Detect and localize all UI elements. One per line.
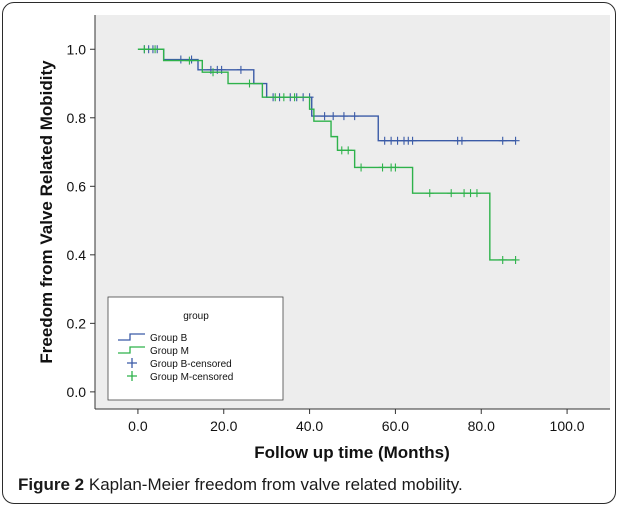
group-b-censored-mark	[457, 136, 466, 145]
series-layer	[137, 45, 520, 264]
y-axis-label: Freedom from Valve Related Mobidity	[37, 60, 56, 364]
figure-caption: Figure 2 Kaplan-Meier freedom from valve…	[18, 475, 463, 495]
group-m-censored-mark	[378, 163, 387, 172]
legend-censor-swatch	[127, 371, 137, 381]
group-m-censored-mark	[357, 163, 366, 172]
group-m-censored-mark	[391, 163, 400, 172]
legend-entry-label: Group M-censored	[150, 372, 233, 383]
legend-entry-label: Group B	[150, 333, 188, 344]
y-tick-label: 0.8	[67, 110, 87, 126]
group-b-censored-mark	[511, 136, 520, 145]
figure-frame	[2, 2, 616, 504]
group-b-censored-mark	[320, 112, 329, 121]
group-m-censored-mark	[151, 45, 160, 54]
group-b-censored-mark	[236, 65, 245, 74]
group-b-censored-mark	[498, 136, 507, 145]
y-tick-label: 0.4	[67, 247, 87, 263]
x-tick-label: 60.0	[382, 418, 409, 434]
legend-box	[107, 296, 284, 401]
legend-title: group	[183, 311, 209, 322]
x-tick-label: 20.0	[210, 418, 237, 434]
y-tick-label: 0.6	[67, 178, 87, 194]
group-m-censored-mark	[279, 93, 288, 102]
y-tick-label: 0.0	[67, 384, 87, 400]
group-m-survival-line	[137, 48, 516, 261]
group-m-censored-mark	[425, 189, 434, 198]
x-tick-label: 0.0	[128, 418, 148, 434]
x-ticks: 0.0 20.0 40.0 60.0 80.0 100.0	[128, 409, 585, 434]
legend: group Group B Group M Group B-censored Grou…	[107, 296, 284, 401]
legend-entry-label: Group B-censored	[150, 359, 232, 370]
y-tick-label: 0.2	[67, 315, 87, 331]
group-m-censored-mark	[245, 79, 254, 88]
group-m-censored-mark	[344, 146, 353, 155]
x-axis-label: Follow up time (Months)	[254, 443, 449, 462]
group-m-censored-mark	[271, 93, 280, 102]
x-tick-label: 80.0	[468, 418, 495, 434]
legend-line-swatch	[118, 346, 145, 354]
group-m-censored-mark	[209, 68, 218, 77]
legend-entry-label: Group M	[150, 346, 189, 357]
group-m-censored-mark	[140, 45, 149, 54]
group-b-censored-mark	[329, 112, 338, 121]
group-b-censored-mark	[350, 112, 359, 121]
x-tick-label: 100.0	[550, 418, 585, 434]
group-m-censored-mark	[447, 189, 456, 198]
y-ticks: 0.0 0.2 0.4 0.6 0.8 1.0	[67, 41, 95, 400]
x-tick-label: 40.0	[296, 418, 323, 434]
group-b-censored-mark	[176, 55, 185, 64]
group-m-censored-mark	[511, 255, 520, 264]
figure-caption-text: Kaplan-Meier freedom from valve related …	[88, 475, 463, 494]
group-m-censored-mark	[472, 189, 481, 198]
figure-label: Figure 2	[18, 475, 85, 494]
group-m-censored-mark	[185, 56, 194, 65]
group-b-censored-mark	[339, 112, 348, 121]
group-m-censored-mark	[290, 93, 299, 102]
group-b-censored-mark	[408, 136, 417, 145]
y-tick-label: 1.0	[67, 41, 87, 57]
legend-line-swatch	[118, 333, 145, 341]
legend-censor-swatch	[127, 358, 137, 368]
group-m-censored-mark	[498, 255, 507, 264]
